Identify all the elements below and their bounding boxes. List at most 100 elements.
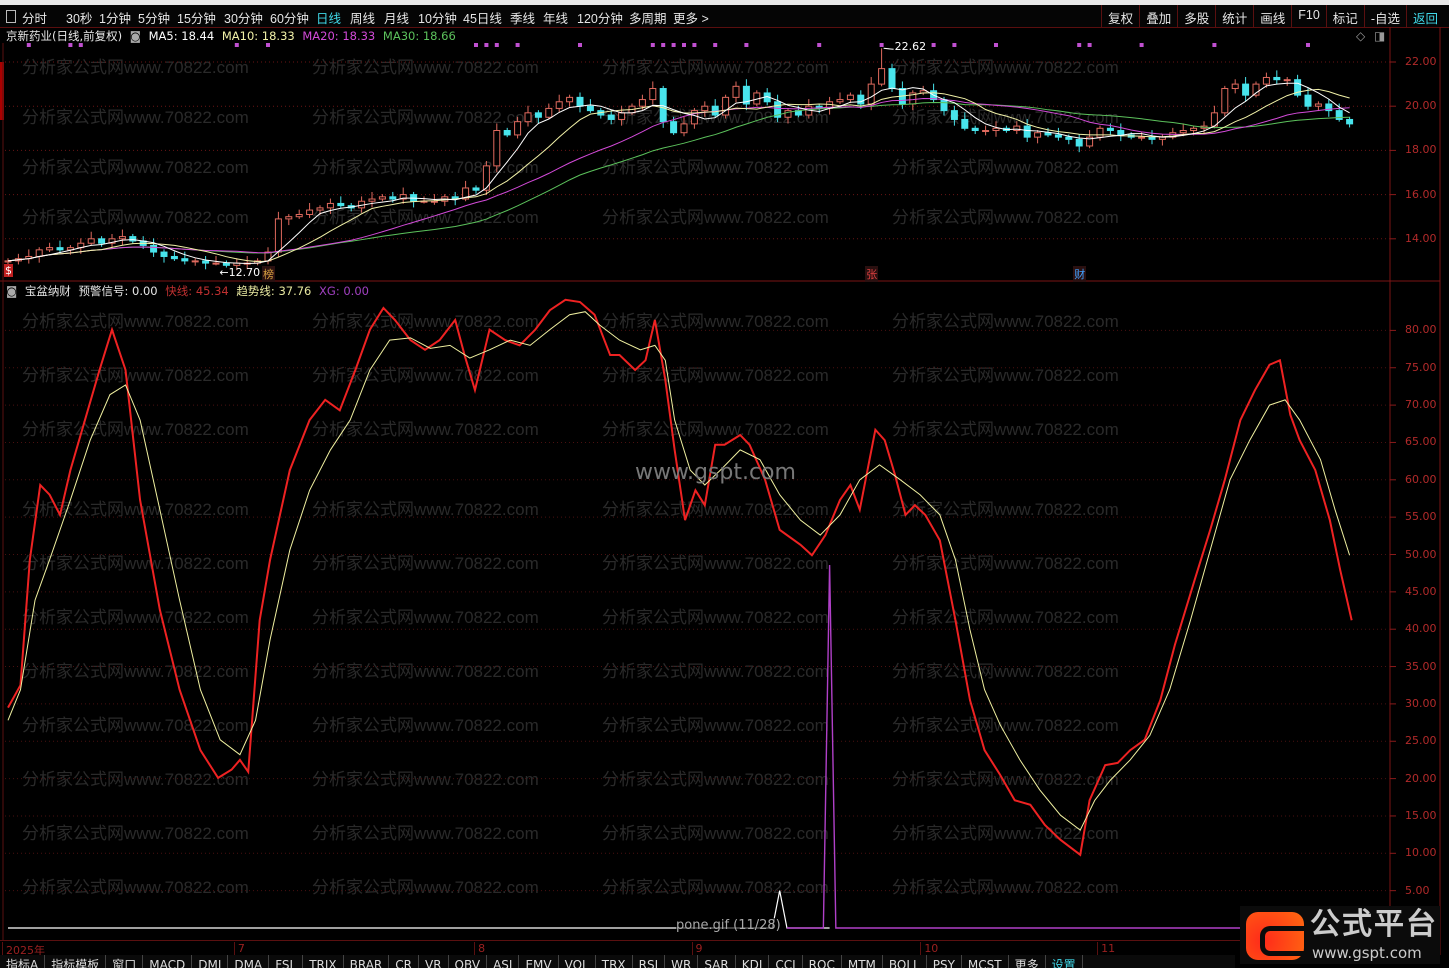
indicator-tab[interactable]: MACD [143, 955, 193, 968]
indicator-tab[interactable]: CR [389, 955, 419, 968]
period-tab-1[interactable]: 30秒 [66, 12, 93, 26]
indicator-tab[interactable]: CCI [769, 955, 803, 968]
indicator-tick-label: 80.00 [1405, 323, 1437, 337]
indicator-tab[interactable]: ROC [803, 955, 842, 968]
indicator-tab[interactable]: OBV [449, 955, 488, 968]
candle [846, 92, 854, 104]
candle [482, 161, 490, 196]
period-tab-9[interactable]: 月线 [384, 12, 410, 26]
stock-name[interactable]: 京新药业(日线,前复权) [6, 29, 123, 43]
candle-body [1325, 103, 1333, 112]
candle [732, 81, 740, 103]
tool-button-4[interactable]: 画线 [1253, 5, 1291, 27]
candle-body [1096, 127, 1104, 138]
ma30-line [7, 101, 1350, 262]
indicator-tab[interactable]: MCST [962, 955, 1009, 968]
candle-body [1086, 136, 1094, 147]
period-tab-7[interactable]: 日线 [316, 12, 342, 26]
candle-body [295, 213, 303, 218]
indicator-tab[interactable]: BRAR [344, 955, 390, 968]
candle-body [1252, 83, 1260, 96]
indicator-tab[interactable]: RSI [633, 955, 666, 968]
candle [545, 103, 553, 120]
candle [1262, 72, 1270, 88]
candle-body [1013, 125, 1021, 132]
indicator-tab[interactable]: DMI [192, 955, 229, 968]
tool-button-2[interactable]: 多股 [1177, 5, 1215, 27]
candle-body [378, 196, 386, 200]
period-tab-0[interactable]: 分时 [22, 12, 48, 26]
candle [1200, 121, 1208, 135]
tool-button-5[interactable]: F10 [1291, 5, 1326, 27]
indicator-tab[interactable]: 设置 [1046, 955, 1083, 968]
tool-button-8[interactable]: 返回 [1405, 5, 1444, 27]
tool-button-1[interactable]: 叠加 [1139, 5, 1177, 27]
candle [35, 247, 43, 263]
signal-dot [1139, 43, 1144, 47]
indicator-tab[interactable]: FSL [269, 955, 304, 968]
period-tab-4[interactable]: 15分钟 [177, 12, 216, 26]
indicator-tab[interactable]: EMV [519, 955, 559, 968]
indicator-tab[interactable]: KDJ [736, 955, 770, 968]
period-tab-15[interactable]: 多周期 [629, 12, 667, 26]
candle-body [98, 238, 106, 244]
period-tab-2[interactable]: 1分钟 [99, 12, 131, 26]
candle-body [971, 127, 979, 132]
candle [212, 256, 220, 266]
indicator-tab[interactable]: SAR [698, 955, 736, 968]
indicator-tab[interactable]: ASI [487, 955, 520, 968]
price-tick-label: 16.00 [1405, 187, 1437, 201]
legend-collapse-icon[interactable]: ◙ [6, 284, 18, 298]
indicator-tab[interactable]: TRX [596, 955, 633, 968]
indicator-tab[interactable]: 窗口 [106, 955, 144, 968]
legend-collapse-icon[interactable]: ◙ [129, 29, 141, 43]
candle [576, 92, 584, 113]
event-marker[interactable]: 张 [865, 266, 879, 282]
candle [1231, 79, 1239, 94]
period-tab-13[interactable]: 年线 [543, 12, 569, 26]
period-tab-3[interactable]: 5分钟 [138, 12, 170, 26]
indicator-name[interactable]: 宝盆纳财 [24, 284, 71, 298]
period-tab-8[interactable]: 周线 [350, 12, 376, 26]
candle [378, 194, 386, 202]
candle-body [701, 105, 709, 112]
s-marker-icon[interactable]: $ [4, 264, 13, 277]
window-icon[interactable]: ◨ [1374, 29, 1386, 43]
signal-dot [952, 43, 957, 47]
candle [493, 123, 501, 173]
left-scroll-indicator[interactable] [0, 62, 4, 120]
panel-toggle-icon[interactable] [6, 10, 16, 23]
indicator-tab[interactable]: 指标A [0, 955, 46, 968]
event-marker[interactable]: 榜 [262, 266, 275, 282]
event-marker[interactable]: 财 [1073, 266, 1087, 282]
indicator-tab[interactable]: BOLL [883, 955, 927, 968]
candle-body [1262, 76, 1270, 85]
period-tab-10[interactable]: 10分钟 [418, 12, 457, 26]
indicator-tab[interactable]: WR [665, 955, 699, 968]
indicator-tab[interactable]: TRIX [303, 955, 344, 968]
period-tab-5[interactable]: 30分钟 [224, 12, 263, 26]
indicator-tab[interactable]: VR [419, 955, 449, 968]
period-tab-16[interactable]: 更多 > [673, 12, 709, 26]
indicator-tab[interactable]: 更多 [1009, 955, 1046, 968]
indicator-tab[interactable]: MTM [842, 955, 883, 968]
logo-title: 公式平台 [1310, 907, 1438, 942]
indicator-tab[interactable]: PSY [927, 955, 962, 968]
indicator-tab[interactable]: 指标模板 [45, 955, 107, 968]
period-tab-14[interactable]: 120分钟 [577, 12, 623, 26]
indicator-tab[interactable]: VOL [559, 955, 596, 968]
period-tab-6[interactable]: 60分钟 [270, 12, 309, 26]
signal-dot [671, 43, 676, 47]
diamond-icon[interactable]: ◇ [1356, 29, 1366, 43]
tool-button-6[interactable]: 标记 [1325, 5, 1364, 27]
period-tab-12[interactable]: 季线 [510, 12, 536, 26]
period-tab-11[interactable]: 45日线 [463, 12, 502, 26]
signal-dot [494, 43, 499, 47]
tool-button-7[interactable]: -自选 [1363, 5, 1406, 27]
indicator-tab[interactable]: DMA [228, 955, 270, 968]
tool-button-0[interactable]: 复权 [1101, 5, 1139, 27]
signal-dot [484, 43, 489, 47]
candle-body [1106, 127, 1114, 132]
tool-button-3[interactable]: 统计 [1215, 5, 1253, 27]
